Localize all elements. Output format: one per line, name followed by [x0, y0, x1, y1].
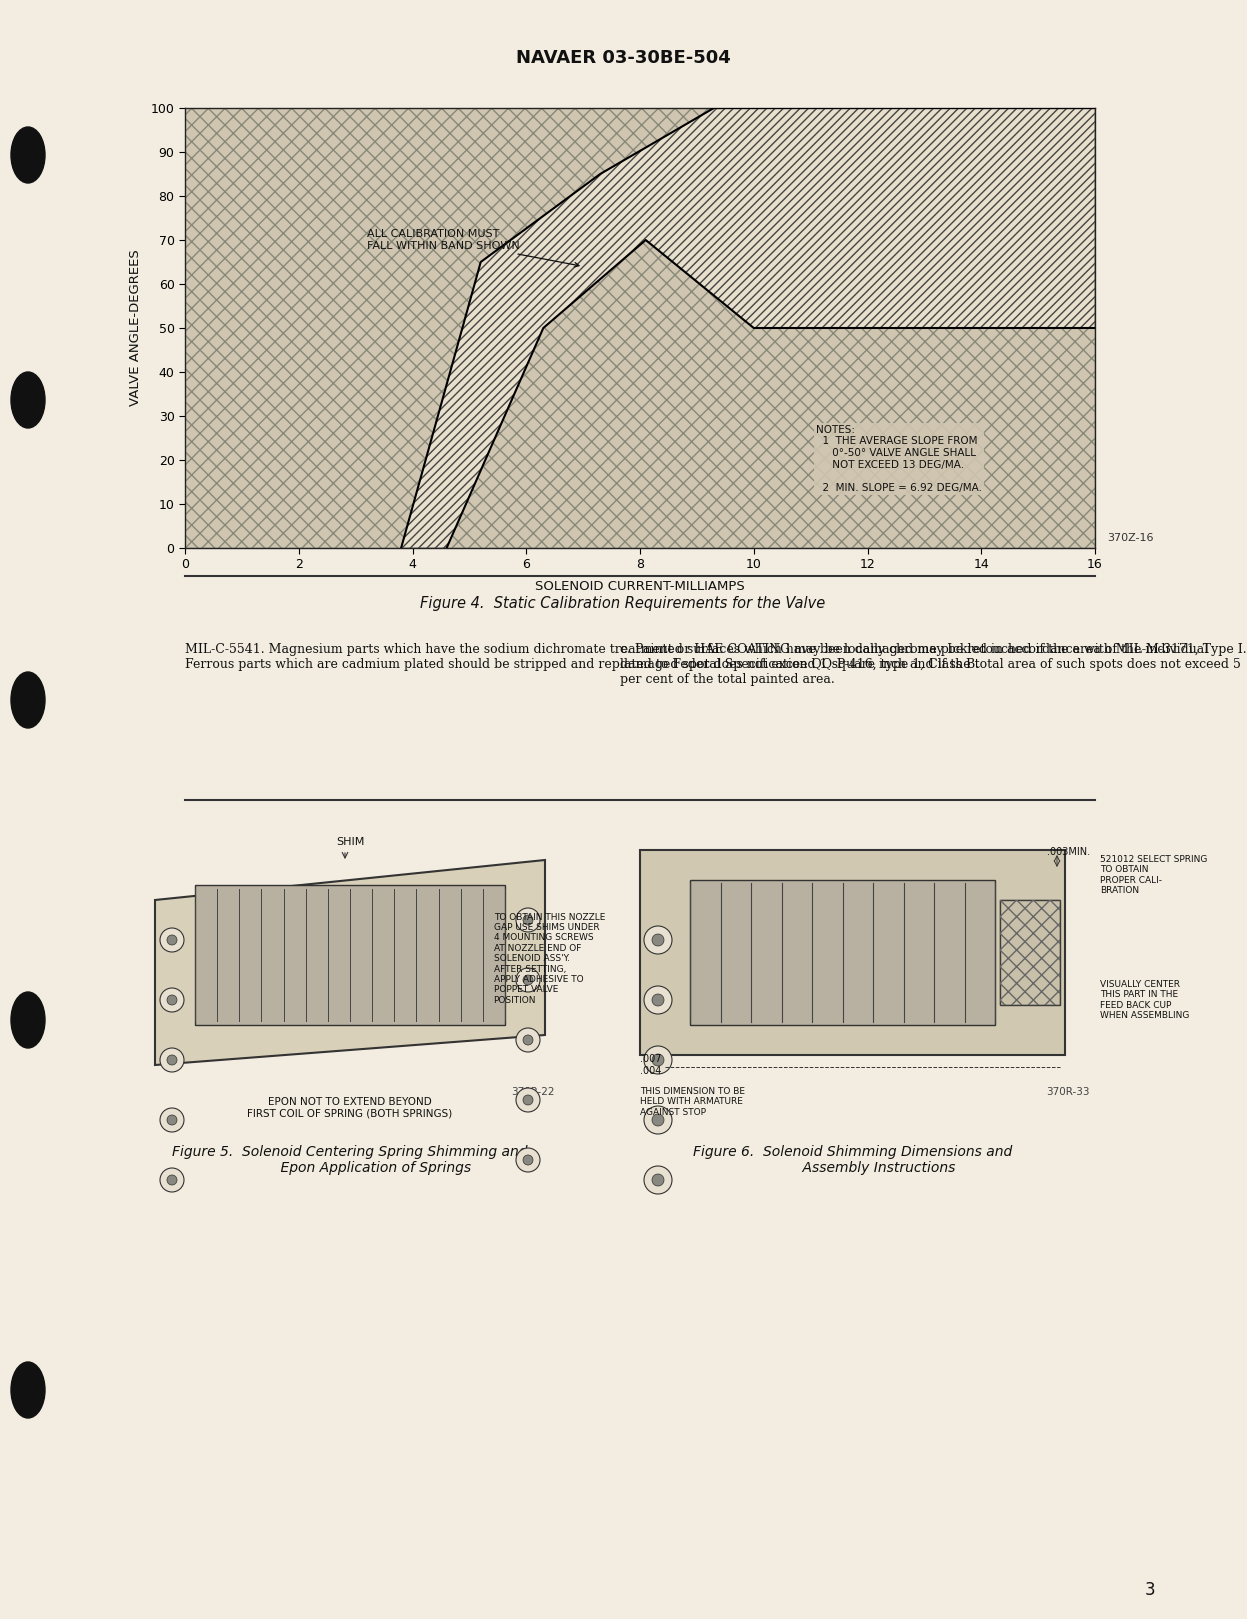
Ellipse shape	[11, 672, 45, 729]
Bar	[1000, 900, 1060, 1005]
Text: 370R-22: 370R-22	[511, 1086, 555, 1098]
Y-axis label: VALVE ANGLE-DEGREES: VALVE ANGLE-DEGREES	[130, 249, 142, 406]
Bar	[195, 886, 505, 1025]
Text: MIL-C-5541. Magnesium parts which have the sodium dichromate treatment or HAE CO: MIL-C-5541. Magnesium parts which have t…	[185, 643, 1247, 670]
Circle shape	[522, 1094, 532, 1106]
Circle shape	[652, 934, 663, 945]
Circle shape	[522, 1035, 532, 1044]
Text: c. Painted surfaces which have been damaged may be retouched if the area of the : c. Painted surfaces which have been dama…	[620, 643, 1241, 686]
Ellipse shape	[11, 1362, 45, 1418]
Text: Figure 4.  Static Calibration Requirements for the Valve: Figure 4. Static Calibration Requirement…	[420, 596, 826, 610]
Bar	[1000, 900, 1060, 1005]
Circle shape	[516, 1148, 540, 1172]
Circle shape	[516, 1088, 540, 1112]
Text: Figure 5.  Solenoid Centering Spring Shimming and
            Epon Application o: Figure 5. Solenoid Centering Spring Shim…	[172, 1145, 527, 1175]
Polygon shape	[155, 860, 545, 1065]
Ellipse shape	[11, 372, 45, 427]
Text: ALL CALIBRATION MUST
FALL WITHIN BAND SHOWN: ALL CALIBRATION MUST FALL WITHIN BAND SH…	[367, 230, 579, 267]
Text: NAVAER 03-30BE-504: NAVAER 03-30BE-504	[515, 49, 731, 66]
Text: EPON NOT TO EXTEND BEYOND
FIRST COIL OF SPRING (BOTH SPRINGS): EPON NOT TO EXTEND BEYOND FIRST COIL OF …	[247, 1098, 453, 1119]
Circle shape	[643, 1046, 672, 1073]
Circle shape	[516, 908, 540, 933]
Circle shape	[167, 936, 177, 945]
X-axis label: SOLENOID CURRENT-MILLIAMPS: SOLENOID CURRENT-MILLIAMPS	[535, 580, 744, 593]
Text: THIS DIMENSION TO BE
HELD WITH ARMATURE
AGAINST STOP: THIS DIMENSION TO BE HELD WITH ARMATURE …	[640, 1086, 744, 1117]
Text: Figure 6.  Solenoid Shimming Dimensions and
            Assembly Instructions: Figure 6. Solenoid Shimming Dimensions a…	[693, 1145, 1013, 1175]
Text: VISUALLY CENTER
THIS PART IN THE
FEED BACK CUP
WHEN ASSEMBLING: VISUALLY CENTER THIS PART IN THE FEED BA…	[1100, 979, 1190, 1020]
Circle shape	[160, 988, 185, 1012]
Circle shape	[522, 915, 532, 924]
Circle shape	[167, 1056, 177, 1065]
Circle shape	[160, 928, 185, 952]
Text: TO OBTAIN THIS NOZZLE
GAP USE SHIMS UNDER
4 MOUNTING SCREWS
AT NOZZLE END OF
SOL: TO OBTAIN THIS NOZZLE GAP USE SHIMS UNDE…	[494, 913, 605, 1005]
Circle shape	[652, 1174, 663, 1187]
Ellipse shape	[11, 126, 45, 183]
Polygon shape	[402, 108, 1095, 547]
Circle shape	[643, 1166, 672, 1193]
Circle shape	[167, 1115, 177, 1125]
Ellipse shape	[11, 992, 45, 1047]
Text: SHIM: SHIM	[335, 837, 364, 847]
Circle shape	[652, 1114, 663, 1125]
Circle shape	[643, 926, 672, 954]
Circle shape	[516, 1028, 540, 1052]
Circle shape	[522, 1154, 532, 1166]
Text: 370Z-16: 370Z-16	[1107, 533, 1153, 542]
Circle shape	[160, 1107, 185, 1132]
Bar	[640, 850, 1065, 1056]
Circle shape	[522, 975, 532, 984]
Circle shape	[643, 986, 672, 1013]
Text: 3: 3	[1145, 1582, 1155, 1600]
Text: .003MIN.: .003MIN.	[1047, 847, 1090, 856]
Circle shape	[516, 968, 540, 992]
Circle shape	[167, 996, 177, 1005]
Bar	[690, 881, 995, 1025]
Text: 370R-33: 370R-33	[1046, 1086, 1090, 1098]
Circle shape	[652, 994, 663, 1005]
Circle shape	[160, 1167, 185, 1192]
Text: 521012 SELECT SPRING
TO OBTAIN
PROPER CALI-
BRATION: 521012 SELECT SPRING TO OBTAIN PROPER CA…	[1100, 855, 1207, 895]
Circle shape	[160, 1047, 185, 1072]
Text: .007
.004: .007 .004	[640, 1054, 661, 1075]
Circle shape	[167, 1175, 177, 1185]
Circle shape	[643, 1106, 672, 1133]
Circle shape	[652, 1054, 663, 1065]
Text: NOTES:
  1  THE AVERAGE SLOPE FROM
     0°-50° VALVE ANGLE SHALL
     NOT EXCEED: NOTES: 1 THE AVERAGE SLOPE FROM 0°-50° V…	[817, 424, 983, 492]
